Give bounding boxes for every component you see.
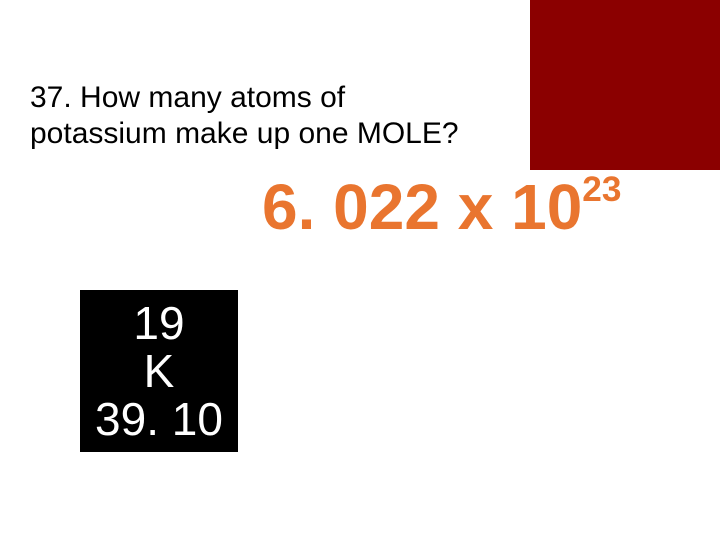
answer-base: 6. 022 x 10 (262, 171, 582, 243)
answer-exponent: 23 (582, 170, 621, 209)
periodic-element-box: 19 K 39. 10 (80, 290, 238, 452)
slide: 37. How many atoms of potassium make up … (0, 0, 720, 540)
question-line-2: potassium make up one MOLE? (30, 117, 459, 150)
corner-accent-block (530, 0, 720, 170)
atomic-mass: 39. 10 (95, 395, 223, 443)
answer-text: 6. 022 x 1023 (262, 170, 621, 244)
question-line-1: 37. How many atoms of (30, 81, 345, 114)
question-text: 37. How many atoms of potassium make up … (30, 80, 459, 152)
element-symbol: K (144, 347, 175, 395)
atomic-number: 19 (133, 299, 184, 347)
